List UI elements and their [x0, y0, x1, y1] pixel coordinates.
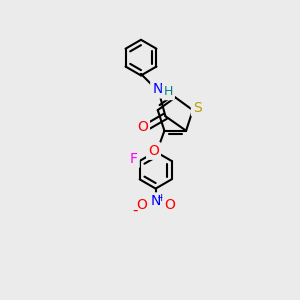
Text: -: - — [132, 203, 138, 218]
Text: N: N — [152, 82, 163, 97]
Text: F: F — [130, 152, 138, 167]
Text: O: O — [164, 198, 175, 212]
Text: S: S — [193, 101, 202, 115]
Text: N: N — [150, 194, 161, 208]
Text: +: + — [156, 193, 166, 202]
Text: O: O — [148, 144, 159, 158]
Text: O: O — [137, 120, 148, 134]
Text: H: H — [164, 85, 173, 98]
Text: O: O — [136, 198, 147, 212]
